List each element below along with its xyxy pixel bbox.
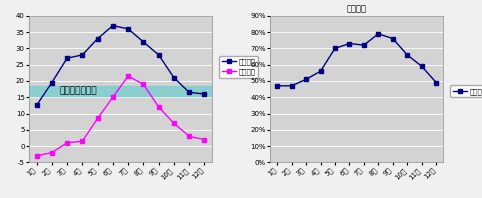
Text: 地下の通年温度: 地下の通年温度 bbox=[59, 86, 97, 95]
Bar bbox=[29, 86, 212, 96]
Title: 平均湿度: 平均湿度 bbox=[347, 5, 367, 14]
Legend: 最高気温, 最低気温: 最高気温, 最低気温 bbox=[219, 56, 258, 78]
Legend: 平均湿度: 平均湿度 bbox=[450, 85, 482, 97]
